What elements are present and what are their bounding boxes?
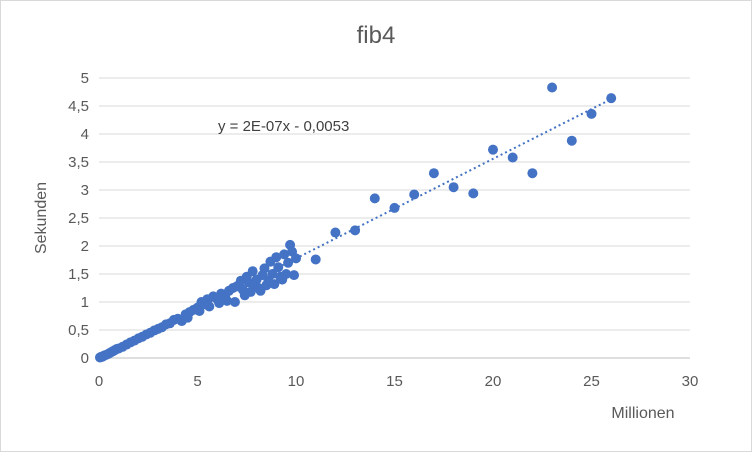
y-tick-label: 3 bbox=[81, 182, 89, 199]
data-point bbox=[369, 193, 380, 204]
data-point bbox=[289, 270, 300, 281]
y-tick-labels: 0 0,5 1 1,5 2 2,5 3 3,5 4 4,5 5 bbox=[68, 70, 89, 367]
x-tick-label: 30 bbox=[682, 373, 699, 390]
data-point bbox=[214, 298, 225, 309]
y-tick-label: 2 bbox=[81, 238, 89, 255]
data-point bbox=[291, 253, 301, 264]
data-point bbox=[229, 297, 240, 307]
data-point bbox=[350, 225, 361, 236]
data-point bbox=[247, 266, 258, 277]
data-point bbox=[279, 249, 290, 260]
y-axis-label: Sekunden bbox=[33, 182, 50, 254]
data-point bbox=[389, 202, 400, 213]
data-point bbox=[330, 227, 341, 238]
data-point bbox=[409, 189, 420, 200]
data-point bbox=[269, 279, 280, 290]
data-point bbox=[488, 144, 498, 155]
data-point bbox=[267, 269, 278, 279]
x-tick-label: 10 bbox=[288, 373, 305, 390]
data-point bbox=[507, 152, 518, 163]
y-tick-label: 2,5 bbox=[68, 210, 89, 227]
x-tick-label: 25 bbox=[583, 373, 600, 390]
data-point bbox=[259, 263, 270, 274]
x-axis-label: Millionen bbox=[611, 405, 674, 422]
data-point bbox=[194, 305, 205, 316]
y-tick-label: 1 bbox=[81, 294, 89, 311]
y-tick-label: 4 bbox=[81, 126, 89, 143]
x-tick-labels: 0 5 10 15 20 25 30 bbox=[95, 373, 699, 390]
data-point bbox=[606, 93, 617, 104]
data-point bbox=[566, 135, 577, 146]
data-point bbox=[448, 182, 459, 193]
y-tick-label: 1,5 bbox=[68, 266, 89, 283]
x-tick-label: 20 bbox=[485, 373, 502, 390]
data-point bbox=[281, 269, 292, 279]
data-point bbox=[271, 252, 282, 263]
x-tick-label: 15 bbox=[386, 373, 403, 390]
data-point bbox=[428, 168, 439, 179]
chart-title: fib4 bbox=[357, 22, 396, 49]
data-point bbox=[204, 301, 215, 312]
x-tick-label: 5 bbox=[193, 373, 201, 390]
y-tick-label: 0,5 bbox=[68, 322, 89, 339]
data-point bbox=[273, 262, 284, 273]
y-tick-label: 4,5 bbox=[68, 98, 89, 115]
data-point bbox=[222, 295, 233, 306]
data-point bbox=[547, 82, 558, 93]
data-points bbox=[94, 82, 617, 363]
y-tick-label: 5 bbox=[81, 70, 89, 87]
data-point bbox=[283, 257, 294, 268]
gridlines bbox=[99, 77, 690, 359]
y-tick-label: 0 bbox=[81, 350, 89, 367]
y-tick-label: 3,5 bbox=[68, 154, 89, 171]
trendline-equation: y = 2E-07x - 0,0053 bbox=[218, 118, 349, 135]
data-point bbox=[586, 108, 597, 119]
data-point bbox=[527, 168, 538, 179]
data-point bbox=[468, 188, 479, 199]
data-point bbox=[310, 254, 321, 265]
x-tick-label: 0 bbox=[95, 373, 103, 390]
